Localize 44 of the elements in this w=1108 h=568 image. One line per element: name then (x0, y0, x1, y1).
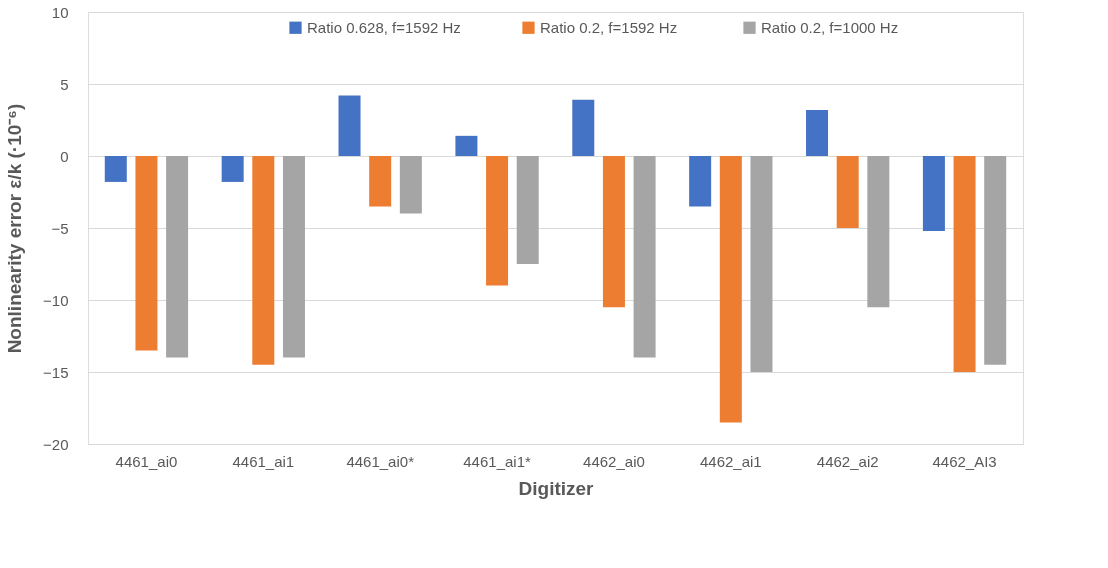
x-tick-label: 4461_ai1* (463, 452, 531, 470)
bar (104, 156, 127, 182)
bar (602, 156, 625, 308)
x-tick-label: 4462_ai0 (583, 452, 645, 470)
bar (719, 156, 742, 423)
bar (836, 156, 859, 228)
bar (953, 156, 976, 372)
bar (867, 156, 890, 308)
bar (922, 156, 945, 231)
bar (806, 109, 829, 156)
y-tick-label: 5 (60, 75, 69, 93)
bar (221, 156, 244, 182)
bar (166, 156, 189, 358)
y-tick-label: −20 (43, 435, 69, 453)
x-tick-label: 4462_AI3 (932, 452, 997, 470)
y-tick-label: −15 (43, 363, 69, 381)
bar (689, 156, 712, 207)
y-tick-label: −5 (51, 219, 69, 237)
y-tick-label: 0 (60, 147, 69, 165)
x-tick-label: 4462_ai2 (816, 452, 879, 470)
bar (516, 156, 539, 264)
x-axis-title: Digitizer (518, 477, 595, 499)
bar (252, 156, 275, 365)
bar (135, 156, 158, 351)
x-tick-label: 4462_ai1 (699, 452, 762, 470)
bar (399, 156, 422, 214)
bar (369, 156, 392, 207)
bar (633, 156, 656, 358)
bar (984, 156, 1007, 365)
bar (572, 99, 595, 156)
bar (455, 135, 478, 156)
x-tick-label: 4461_ai1 (232, 452, 295, 470)
legend-label: Ratio 0.2, f=1592 Hz (540, 18, 678, 36)
x-tick-label: 4461_ai0* (346, 452, 415, 470)
legend-label: Ratio 0.2, f=1000 Hz (761, 18, 899, 36)
y-axis-title: Nonlinearity error ε/k (·10⁻⁶) (4, 103, 26, 354)
legend-label: Ratio 0.628, f=1592 Hz (307, 18, 461, 36)
bar (486, 156, 509, 286)
y-tick-label: 10 (51, 3, 69, 21)
bar (338, 95, 361, 156)
bar (282, 156, 305, 358)
x-tick-label: 4461_ai0 (115, 452, 178, 470)
y-tick-label: −10 (43, 291, 69, 309)
bar (750, 156, 773, 372)
